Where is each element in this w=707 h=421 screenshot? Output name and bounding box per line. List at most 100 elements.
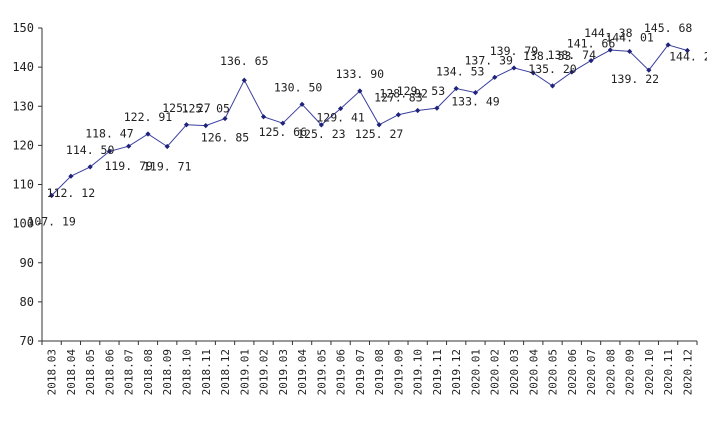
x-tick-label: 2019.08 [373, 349, 386, 395]
x-tick-label: 2020.08 [604, 349, 617, 395]
x-tick-label: 2020.05 [547, 349, 560, 395]
data-point [145, 131, 151, 137]
data-label: 129. 53 [397, 84, 446, 98]
x-tick-label: 2019.05 [315, 349, 328, 395]
data-label: 133. 90 [336, 67, 385, 81]
x-tick-label: 2019.03 [277, 349, 290, 395]
data-point [453, 85, 459, 92]
y-tick-label: 140 [12, 60, 34, 74]
data-label: 114. 50 [66, 143, 115, 157]
data-point [318, 122, 324, 128]
data-point [626, 48, 633, 55]
data-label: 145. 68 [644, 21, 693, 35]
y-tick-label: 90 [20, 256, 34, 270]
x-tick-label: 2020.03 [508, 349, 521, 395]
data-label: 136. 65 [220, 54, 268, 68]
x-tick-label: 2020.07 [585, 349, 598, 395]
x-tick-label: 2019.06 [335, 349, 348, 395]
data-label: 139. 79 [490, 44, 539, 58]
data-point [299, 101, 305, 107]
y-tick-label: 150 [12, 21, 34, 35]
x-tick-label: 2018.09 [161, 349, 174, 395]
data-point [164, 143, 170, 150]
data-label: 144. 01 [605, 30, 654, 44]
x-tick-label: 2019.02 [258, 349, 271, 395]
x-tick-label: 2020.11 [662, 349, 675, 395]
data-point [569, 69, 575, 75]
data-point [49, 192, 55, 199]
data-label: 144. 38 [584, 26, 633, 40]
data-point [338, 105, 344, 112]
data-label: 128. 92 [379, 86, 427, 100]
data-point [665, 42, 671, 48]
data-label: 107. 19 [27, 214, 76, 228]
data-point [684, 47, 690, 54]
data-point [260, 114, 267, 120]
data-label: 127. 83 [374, 91, 423, 105]
x-tick-label: 2020.06 [566, 349, 579, 395]
data-point [68, 173, 74, 179]
data-point [280, 120, 286, 126]
data-point [492, 74, 498, 80]
x-tick-label: 2018.03 [46, 349, 59, 395]
data-label: 135. 20 [528, 62, 577, 76]
y-axis: 70 80 90 100 110 120 130 140 150 [12, 21, 43, 348]
data-label: 125. 27 [355, 127, 404, 141]
x-tick-label: 2020.01 [469, 349, 482, 395]
y-tick-label: 110 [12, 178, 34, 192]
data-label: 141. 66 [567, 37, 616, 51]
data-point [530, 70, 536, 76]
x-tick-label: 2020.02 [489, 349, 502, 395]
x-tick-label: 2018.08 [142, 349, 155, 395]
data-label: 129. 41 [316, 111, 365, 125]
data-point [357, 88, 363, 94]
data-point [241, 77, 247, 83]
y-tick-label: 100 [12, 217, 34, 231]
data-point [126, 143, 132, 149]
data-point [222, 115, 228, 122]
x-tick-label: 2019.12 [450, 349, 463, 395]
x-axis: 2018.03 2018.04 2018.05 2018.06 2018.07 2018.… [41, 340, 698, 396]
x-tick-label: 2020.12 [681, 349, 694, 395]
x-tick-label: 2019.11 [431, 349, 444, 395]
data-label: 144. 25 [669, 49, 707, 63]
x-tick-label: 2019.04 [296, 349, 309, 396]
data-point [607, 47, 613, 53]
x-tick-label: 2020.04 [527, 349, 540, 396]
data-labels: 107. 19 112. 12 114. 50 118. 47 119. 79 122. … [27, 21, 707, 229]
x-tick-label: 2019.01 [238, 349, 251, 395]
data-label: 112. 12 [47, 186, 95, 200]
data-label: 133. 49 [451, 95, 500, 109]
data-label: 137. 39 [464, 53, 513, 67]
data-point [415, 107, 421, 114]
y-tick-label: 80 [20, 295, 34, 309]
data-label: 130. 50 [274, 80, 323, 94]
data-point [549, 83, 556, 89]
data-point [183, 122, 190, 128]
y-tick-label: 130 [12, 99, 34, 113]
data-label: 125. 23 [297, 127, 346, 141]
data-point [203, 123, 209, 129]
x-tick-label: 2019.07 [354, 349, 367, 395]
x-tick-label: 2018.10 [180, 349, 193, 395]
data-label: 138. 53 [523, 49, 572, 63]
data-point [376, 122, 382, 128]
x-tick-label: 2018.07 [123, 349, 136, 395]
data-label: 139. 22 [611, 72, 659, 86]
data-label: 118. 47 [85, 126, 134, 140]
data-point [588, 58, 594, 64]
data-label: 125. 05 [182, 102, 230, 116]
data-label: 134. 53 [436, 65, 485, 79]
data-point [472, 89, 479, 96]
series-polyline [51, 44, 688, 196]
data-label: 125. 27 [162, 101, 211, 115]
series-line [49, 42, 690, 199]
data-point [434, 105, 440, 111]
data-point [106, 148, 113, 154]
data-label: 126. 85 [201, 131, 249, 145]
x-tick-label: 2019.09 [392, 349, 405, 395]
data-label: 125. 66 [259, 125, 308, 139]
y-tick-label: 70 [20, 334, 34, 348]
